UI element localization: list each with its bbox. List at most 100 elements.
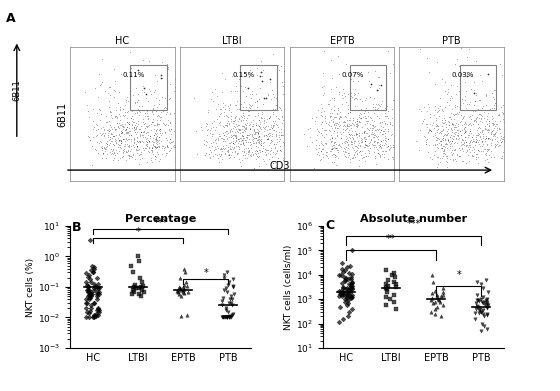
Point bbox=[450, 145, 459, 152]
Point bbox=[235, 139, 244, 145]
Point bbox=[365, 94, 374, 100]
Point bbox=[482, 311, 491, 317]
Point bbox=[228, 73, 237, 79]
Point bbox=[473, 127, 482, 133]
Point bbox=[391, 306, 400, 312]
Point bbox=[291, 109, 300, 115]
Point bbox=[146, 135, 155, 141]
Point bbox=[490, 142, 499, 148]
Point bbox=[96, 130, 105, 136]
Point bbox=[544, 147, 553, 153]
Point bbox=[410, 145, 419, 151]
Point bbox=[521, 111, 530, 117]
Point bbox=[435, 108, 444, 114]
Point bbox=[162, 142, 171, 148]
Point bbox=[286, 133, 295, 139]
Point bbox=[521, 145, 530, 151]
Point bbox=[332, 84, 340, 90]
Point bbox=[439, 129, 448, 135]
Point bbox=[490, 131, 499, 138]
Point bbox=[421, 113, 430, 119]
Point bbox=[300, 122, 309, 128]
Point bbox=[483, 127, 492, 134]
Point bbox=[252, 97, 261, 104]
Point bbox=[227, 145, 236, 151]
Point bbox=[388, 84, 397, 90]
Point bbox=[295, 151, 304, 157]
Point bbox=[177, 140, 186, 147]
Point bbox=[182, 117, 191, 123]
Point bbox=[180, 139, 189, 145]
Point bbox=[379, 137, 388, 143]
Point bbox=[190, 128, 199, 135]
Point bbox=[335, 142, 344, 149]
Point bbox=[389, 61, 398, 67]
Point bbox=[271, 106, 280, 112]
Point bbox=[521, 117, 530, 124]
Point bbox=[482, 277, 491, 283]
Point bbox=[226, 145, 235, 152]
Point bbox=[486, 139, 494, 145]
Point bbox=[356, 148, 365, 154]
Point bbox=[232, 128, 241, 134]
Point bbox=[439, 127, 448, 133]
Point bbox=[338, 146, 347, 152]
Point bbox=[134, 118, 143, 124]
Point bbox=[348, 155, 357, 161]
Point bbox=[346, 292, 354, 299]
Point bbox=[446, 117, 455, 123]
Point bbox=[418, 78, 427, 84]
Point bbox=[483, 326, 492, 332]
Point bbox=[305, 125, 314, 131]
Point bbox=[233, 120, 242, 127]
Point bbox=[423, 125, 432, 131]
Point bbox=[154, 137, 163, 143]
Point bbox=[506, 152, 515, 158]
Point bbox=[239, 133, 248, 139]
Point bbox=[461, 139, 470, 145]
Point bbox=[381, 133, 390, 140]
Point bbox=[516, 119, 525, 126]
Point bbox=[454, 126, 463, 133]
Point bbox=[354, 114, 363, 120]
Point bbox=[330, 113, 339, 120]
Point bbox=[473, 118, 482, 124]
Point bbox=[554, 145, 560, 151]
Point bbox=[517, 105, 526, 111]
Point bbox=[176, 313, 185, 319]
Point bbox=[475, 125, 484, 131]
Point bbox=[547, 91, 556, 97]
Point bbox=[471, 98, 480, 104]
Point bbox=[183, 131, 192, 137]
Point bbox=[105, 83, 114, 90]
Point bbox=[122, 129, 130, 136]
Point bbox=[443, 128, 452, 134]
Point bbox=[460, 140, 469, 147]
Point bbox=[329, 144, 338, 150]
Point bbox=[364, 133, 373, 139]
Point bbox=[340, 143, 349, 150]
Point bbox=[297, 132, 306, 138]
Point bbox=[454, 153, 463, 160]
Point bbox=[486, 118, 495, 124]
Point bbox=[515, 111, 524, 118]
Point bbox=[304, 139, 313, 145]
Point bbox=[265, 132, 274, 138]
Point bbox=[227, 126, 236, 132]
Point bbox=[423, 89, 432, 95]
Point bbox=[294, 138, 303, 145]
Point bbox=[162, 151, 171, 157]
Point bbox=[281, 142, 290, 148]
Point bbox=[183, 152, 192, 158]
Point bbox=[256, 147, 265, 153]
Point bbox=[209, 133, 218, 139]
Point bbox=[166, 131, 175, 138]
Point bbox=[472, 120, 480, 127]
Point bbox=[253, 129, 262, 135]
Point bbox=[240, 147, 249, 154]
Point bbox=[171, 94, 180, 100]
Point bbox=[326, 147, 335, 153]
Point bbox=[364, 147, 373, 154]
Point bbox=[92, 289, 101, 295]
Point bbox=[444, 134, 452, 140]
